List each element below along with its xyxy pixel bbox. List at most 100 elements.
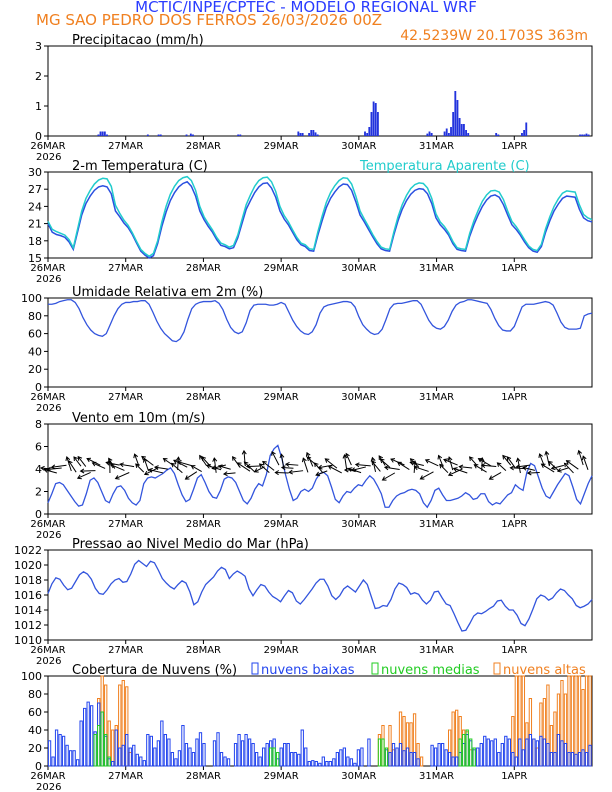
wind-arrow-icon (348, 468, 362, 474)
precip-bar (308, 133, 311, 136)
x-year-label-temp: 2026 (36, 274, 61, 285)
wind-arrow-icon (566, 460, 579, 470)
wind-arrow-icon (237, 462, 251, 472)
cloud-low-bar (244, 734, 248, 767)
cloud-low-bar (448, 752, 452, 767)
cloud-low-bar (65, 744, 69, 767)
wind-arrowhead-icon (141, 455, 146, 461)
wind-arrowhead-icon (201, 456, 207, 462)
x-tick-label-wind: 30MAR (341, 519, 376, 530)
wind-arrowhead-icon (212, 457, 218, 462)
wind-arrowhead-icon (370, 456, 376, 462)
wind-arrowhead-icon (245, 463, 251, 469)
cloud-low-bar (518, 738, 522, 767)
wind-arrowhead-icon (350, 467, 356, 473)
cloud-mid-bar (276, 752, 280, 767)
wind-arrowhead-icon (443, 458, 449, 463)
precip-bar (467, 133, 470, 136)
cloud-low-bar (430, 744, 434, 767)
wind-arrow-icon (382, 472, 396, 481)
cloud-low-bar (539, 735, 543, 767)
cloud-low-bar (114, 729, 118, 767)
wind-arrowhead-icon (46, 466, 52, 472)
x-tick-label-pressure: 29MAR (264, 645, 299, 656)
cloud-low-bar (198, 732, 203, 767)
cloud-low-bar (83, 707, 87, 767)
precip-bar (374, 103, 377, 136)
x-year-label-wind: 2026 (36, 530, 61, 541)
wind-arrow-icon (110, 464, 125, 471)
apparent-temp-line (47, 175, 593, 258)
wind-arrow-icon (171, 463, 183, 474)
wind-arrowhead-icon (477, 458, 483, 463)
x-tick-label-humidity: 30MAR (341, 392, 376, 403)
wind-arrow-icon (191, 465, 202, 473)
wind-arrowhead-icon (162, 458, 168, 463)
wind-arrowhead-icon (458, 464, 464, 470)
wind-arrowhead-icon (119, 462, 124, 468)
wind-arrow-icon (516, 464, 531, 468)
precip-bar (103, 131, 106, 136)
cloud-low-bar (391, 743, 396, 767)
cloud-low-bar (332, 758, 336, 767)
x-tick-label-precip: 28MAR (186, 141, 221, 152)
cloud-low-bar (51, 756, 55, 767)
cloud-low-bar (437, 743, 441, 767)
cloud-low-bar (528, 734, 533, 767)
cloud-low-bar (542, 738, 547, 767)
cloud-low-bar (265, 743, 269, 767)
humidity-line (48, 299, 593, 343)
wind-arrow-icon (439, 464, 449, 474)
y-tick-label-temp: 30 (28, 166, 42, 179)
cloud-mid-bar (381, 738, 385, 767)
precip-bar (456, 100, 459, 136)
wind-arrowhead-icon (241, 449, 247, 455)
wind-arrow-icon (578, 450, 584, 466)
cloud-low-bar (395, 747, 399, 767)
cloud-low-bar (511, 752, 515, 767)
x-tick-label-humidity: 27MAR (108, 392, 143, 403)
cloud-mid-bar (462, 734, 466, 767)
x-year-label-pressure: 2026 (36, 656, 61, 667)
wind-arrowhead-icon (315, 471, 321, 477)
cloud-low-bar (556, 734, 561, 767)
precip-bar (495, 133, 498, 136)
cloud-low-bar (300, 729, 304, 767)
precip-bar (310, 130, 313, 136)
cloud-low-bar (570, 752, 575, 767)
wind-arrowhead-icon (284, 461, 290, 467)
cloud-low-bar (353, 762, 357, 767)
cloud-low-bar (184, 743, 189, 767)
cloud-low-bar (149, 735, 153, 767)
legend-label: nuvens medias (381, 663, 480, 678)
cloud-low-bar (191, 752, 196, 767)
wind-arrowhead-icon (409, 458, 415, 463)
cloud-low-bar (233, 743, 238, 767)
wind-arrowhead-icon (109, 463, 115, 469)
wind-arrow-icon (154, 466, 168, 470)
precip-bar (428, 131, 431, 136)
x-tick-label-humidity: 31MAR (419, 392, 454, 403)
cloud-mid-bar (100, 711, 104, 767)
wind-arrowhead-icon (354, 462, 360, 468)
wind-arrow-icon (527, 472, 540, 474)
wind-arrow-icon (135, 463, 145, 473)
wind-arrowhead-icon (68, 460, 73, 466)
wind-arrowhead-icon (114, 475, 120, 480)
y-tick-label-precip: 3 (35, 40, 42, 53)
wind-arrowhead-icon (502, 454, 507, 460)
panel-title-clouds: Cobertura de Nuvens (%) (72, 663, 237, 678)
wind-arrow-icon (448, 468, 463, 476)
cloud-low-bar (314, 761, 318, 767)
wind-arrow-icon (551, 464, 564, 469)
cloud-low-bar (318, 762, 322, 767)
wind-arrow-icon (478, 458, 492, 467)
cloud-mid-bar (472, 747, 476, 767)
wind-arrowhead-icon (488, 475, 494, 480)
y-tick-label-precip: 2 (35, 70, 42, 83)
cloud-low-bar (79, 720, 83, 767)
wind-arrow-icon (371, 457, 377, 472)
wind-arrowhead-icon (205, 463, 211, 469)
precip-bar (430, 133, 433, 136)
wind-arrowhead-icon (288, 469, 294, 475)
